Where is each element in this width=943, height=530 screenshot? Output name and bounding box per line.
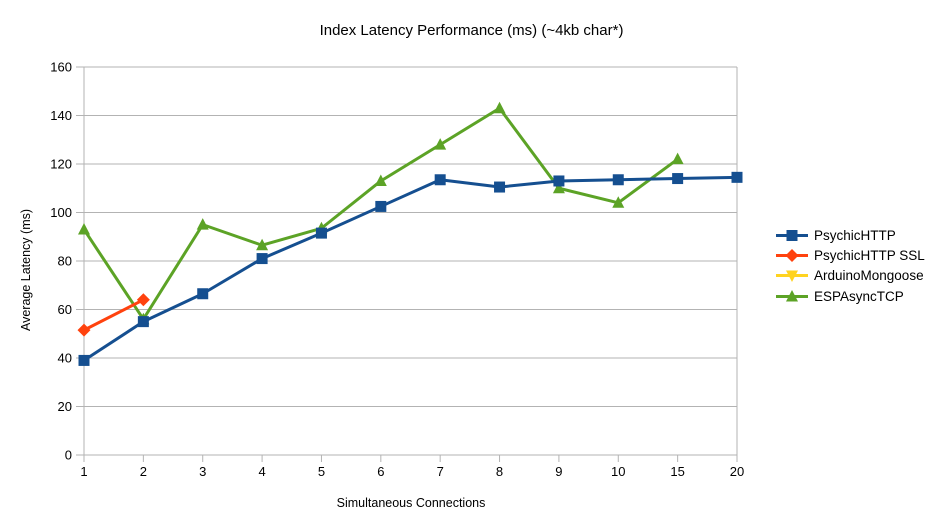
x-tick-label: 1 — [80, 464, 87, 479]
series-marker — [494, 181, 506, 193]
legend-label: PsychicHTTP SSL — [814, 247, 925, 263]
legend-item: PsychicHTTP SSL — [776, 245, 925, 265]
series-marker — [731, 171, 743, 183]
triangle-down-legend-marker-icon — [776, 270, 808, 283]
series-marker — [612, 196, 625, 208]
series-marker — [786, 270, 798, 283]
x-tick-label: 3 — [199, 464, 206, 479]
y-tick-label: 140 — [50, 108, 72, 123]
series-marker — [77, 323, 91, 337]
x-tick-label: 15 — [670, 464, 684, 479]
series-marker — [786, 229, 798, 241]
chart-title: Index Latency Performance (ms) (~4kb cha… — [319, 22, 624, 39]
x-tick-label: 9 — [555, 464, 562, 479]
x-tick-label: 10 — [611, 464, 625, 479]
legend-label: PsychicHTTP — [814, 227, 896, 243]
series-marker — [612, 174, 624, 186]
x-axis-title: Simultaneous Connections — [336, 496, 486, 510]
series-marker — [434, 138, 447, 150]
series-marker — [552, 181, 565, 194]
x-tick-label: 8 — [496, 464, 503, 479]
y-axis-title: Average Latency (ms) — [19, 208, 33, 332]
series-marker — [374, 174, 387, 186]
series-marker — [375, 200, 387, 212]
series-marker — [137, 316, 149, 328]
triangle-up-legend-marker-icon — [776, 289, 808, 302]
legend-label: ArduinoMongoose — [814, 268, 924, 284]
legend: PsychicHTTP PsychicHTTP SSL ArduinoMongoos… — [776, 225, 925, 306]
series-marker — [315, 227, 327, 239]
y-tick-label: 20 — [58, 399, 72, 414]
y-tick-label: 100 — [50, 205, 72, 220]
series-marker — [786, 289, 798, 302]
legend-item: PsychicHTTP — [776, 225, 925, 245]
series-marker — [256, 238, 269, 251]
series-line-espasynctcp — [82, 106, 679, 321]
series-marker — [78, 354, 90, 366]
y-tick-label: 160 — [50, 60, 72, 75]
series-marker — [493, 101, 506, 114]
square-legend-marker-icon — [776, 229, 808, 241]
legend-item: ArduinoMongoose — [776, 266, 925, 286]
series-marker — [196, 218, 209, 230]
y-tick-label: 40 — [58, 351, 72, 366]
series-line-psychichttp-ssl — [83, 298, 145, 332]
x-tick-label: 6 — [377, 464, 384, 479]
series-marker — [434, 174, 446, 186]
x-tick-label: 20 — [730, 464, 744, 479]
series-marker — [671, 152, 684, 165]
y-tick-label: 80 — [58, 254, 72, 269]
series-marker — [672, 173, 684, 185]
x-tick-label: 5 — [318, 464, 325, 479]
y-tick-label: 120 — [50, 157, 72, 172]
series-marker — [256, 253, 268, 265]
series-line-psychichttp — [83, 175, 738, 362]
legend-label: ESPAsyncTCP — [814, 288, 904, 304]
y-tick-label: 0 — [65, 448, 72, 463]
x-tick-label: 2 — [140, 464, 147, 479]
x-tick-label: 4 — [258, 464, 265, 479]
series-marker — [136, 293, 150, 307]
legend-item: ESPAsyncTCP — [776, 286, 925, 306]
diamond-legend-marker-icon — [776, 248, 808, 262]
series-marker — [553, 175, 565, 187]
x-tick-label: 7 — [437, 464, 444, 479]
series-marker — [785, 248, 799, 262]
series-marker — [197, 288, 209, 300]
y-tick-label: 60 — [58, 302, 72, 317]
series-marker — [78, 222, 90, 235]
